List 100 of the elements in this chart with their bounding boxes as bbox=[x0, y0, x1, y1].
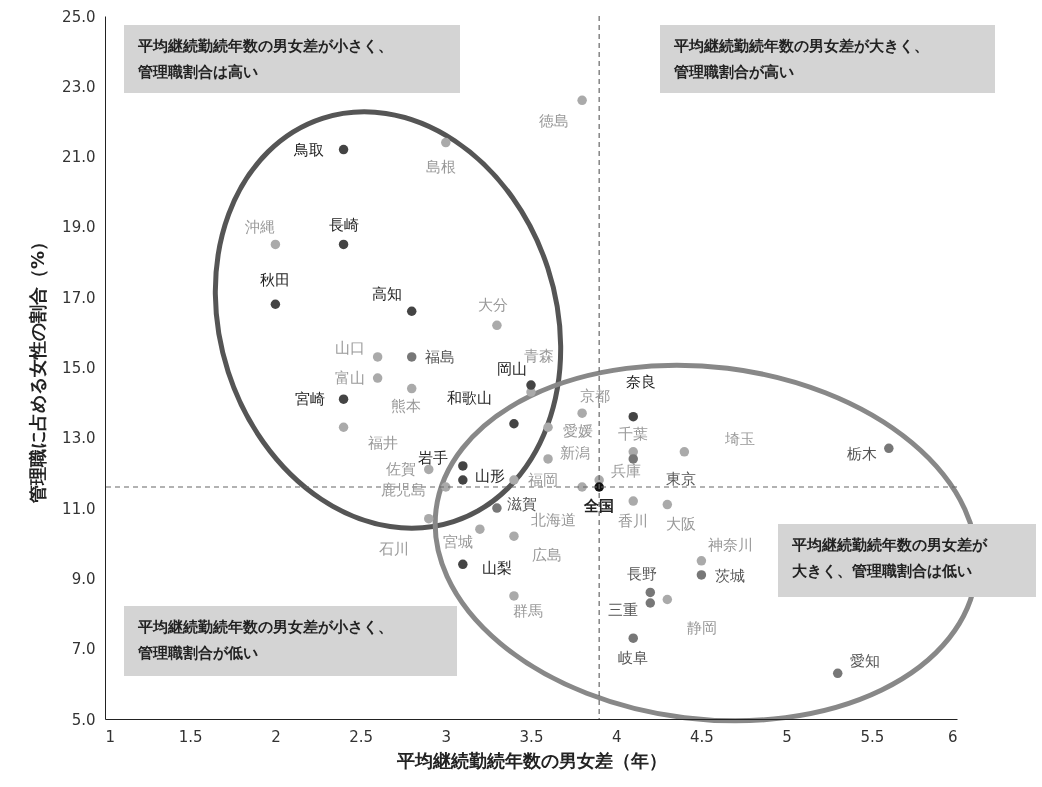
annotation: 広島 bbox=[531, 546, 562, 565]
point bbox=[577, 95, 587, 106]
annotation: 佐賀 bbox=[385, 460, 416, 479]
point bbox=[492, 503, 502, 513]
annotation: 宮崎 bbox=[294, 390, 325, 409]
annotation: 香川 bbox=[618, 512, 649, 531]
point bbox=[628, 454, 638, 464]
point bbox=[458, 475, 468, 485]
point bbox=[628, 411, 638, 422]
annotation: 長野 bbox=[627, 565, 658, 584]
annotation: 和歌山 bbox=[447, 388, 493, 407]
point bbox=[509, 419, 519, 429]
x-tick-label: 4.5 bbox=[689, 727, 714, 746]
x-tick-label: 4 bbox=[611, 727, 622, 746]
annotation: 鳥取 bbox=[292, 140, 324, 159]
point bbox=[492, 320, 502, 331]
point bbox=[662, 594, 673, 605]
point bbox=[696, 556, 707, 566]
x-tick-label: 3 bbox=[441, 727, 452, 746]
x-tick-label: 3.5 bbox=[519, 727, 544, 746]
y-tick-label: 7.0 bbox=[71, 640, 96, 659]
annotation: 福井 bbox=[367, 434, 398, 453]
annotation: 高知 bbox=[371, 285, 402, 304]
annotation: 沖縄 bbox=[245, 218, 276, 237]
point bbox=[441, 137, 451, 148]
y-tick-label: 11.0 bbox=[62, 499, 96, 518]
point bbox=[696, 570, 707, 580]
annotation: 神奈川 bbox=[707, 535, 753, 554]
x-tick-label: 2.5 bbox=[349, 727, 374, 746]
annotation: 山口 bbox=[334, 338, 365, 357]
x-tick-label: 1 bbox=[105, 727, 116, 746]
point bbox=[406, 383, 417, 394]
point bbox=[662, 499, 673, 510]
annotation: 愛知 bbox=[849, 652, 880, 671]
y-axis-title: 管理職に占める女性の割合（%） bbox=[27, 232, 49, 505]
annotation: 平均継続勤続年数の男女差が大きく、管理職割合が高い bbox=[674, 36, 930, 83]
annotation: 大阪 bbox=[666, 514, 697, 533]
point bbox=[270, 299, 281, 309]
point bbox=[526, 380, 536, 390]
x-tick-label: 2 bbox=[271, 727, 281, 746]
point bbox=[338, 394, 349, 404]
annotation: 宮城 bbox=[442, 533, 473, 552]
point bbox=[475, 524, 485, 534]
annotation: 愛媛 bbox=[563, 422, 594, 441]
y-tick-label: 15.0 bbox=[62, 359, 96, 377]
annotation: 平均継続勤続年数の男女差が小さく、管理職割合が低い bbox=[138, 617, 394, 664]
annotation: 滋賀 bbox=[506, 495, 537, 514]
point bbox=[577, 408, 587, 418]
point bbox=[270, 239, 281, 250]
annotation: 富山 bbox=[334, 369, 365, 388]
annotation: 埼玉 bbox=[724, 429, 756, 448]
annotation: 千葉 bbox=[618, 424, 649, 443]
point bbox=[338, 144, 349, 155]
annotation: 全国 bbox=[583, 497, 615, 516]
annotation: 岩手 bbox=[417, 448, 448, 467]
annotation: 東京 bbox=[666, 469, 697, 488]
annotation: 石川 bbox=[378, 539, 409, 558]
x-tick-label: 5.5 bbox=[860, 727, 885, 746]
point bbox=[372, 373, 383, 383]
point bbox=[645, 587, 656, 598]
annotation: 青森 bbox=[524, 347, 554, 366]
annotation: 岡山 bbox=[497, 360, 527, 379]
point bbox=[338, 239, 349, 250]
x-tick-label: 5 bbox=[782, 727, 792, 746]
annotation: 平均継続勤続年数の男女差が小さく、管理職割合は高い bbox=[138, 36, 394, 83]
annotation: 島根 bbox=[425, 157, 456, 176]
annotation: 福岡 bbox=[527, 470, 558, 489]
annotation: 福島 bbox=[424, 347, 455, 366]
point bbox=[406, 352, 417, 362]
point bbox=[406, 306, 417, 316]
point bbox=[645, 598, 656, 608]
y-tick-label: 25.0 bbox=[62, 7, 96, 26]
y-tick-label: 13.0 bbox=[62, 429, 96, 448]
annotation: 三重 bbox=[608, 601, 639, 620]
y-tick-label: 21.0 bbox=[62, 148, 96, 167]
annotation: 静岡 bbox=[687, 619, 718, 638]
y-tick-label: 19.0 bbox=[62, 218, 96, 237]
y-tick-label: 5.0 bbox=[71, 710, 96, 729]
point bbox=[458, 559, 468, 570]
annotation: 山形 bbox=[474, 466, 505, 485]
y-tick-label: 9.0 bbox=[71, 569, 96, 588]
point bbox=[424, 513, 434, 524]
y-tick-label: 17.0 bbox=[62, 288, 96, 307]
point bbox=[543, 422, 553, 432]
point bbox=[679, 447, 690, 457]
annotation: 北海道 bbox=[530, 511, 576, 530]
annotation: 茨城 bbox=[715, 566, 746, 585]
point bbox=[372, 352, 383, 362]
x-tick-label: 1.5 bbox=[178, 727, 203, 746]
annotation: 大分 bbox=[477, 296, 508, 315]
point bbox=[543, 454, 553, 464]
annotation: 秋田 bbox=[260, 271, 291, 290]
point bbox=[509, 531, 519, 541]
x-tick-label: 6 bbox=[947, 727, 958, 746]
point bbox=[458, 461, 468, 471]
annotation: 京都 bbox=[580, 387, 611, 406]
annotation: 新潟 bbox=[560, 443, 591, 462]
annotation: 平均継続勤続年数の男女差が大きく、管理職割合は低い bbox=[792, 535, 989, 582]
annotation: 群馬 bbox=[512, 601, 543, 620]
y-tick-label: 23.0 bbox=[62, 77, 96, 96]
